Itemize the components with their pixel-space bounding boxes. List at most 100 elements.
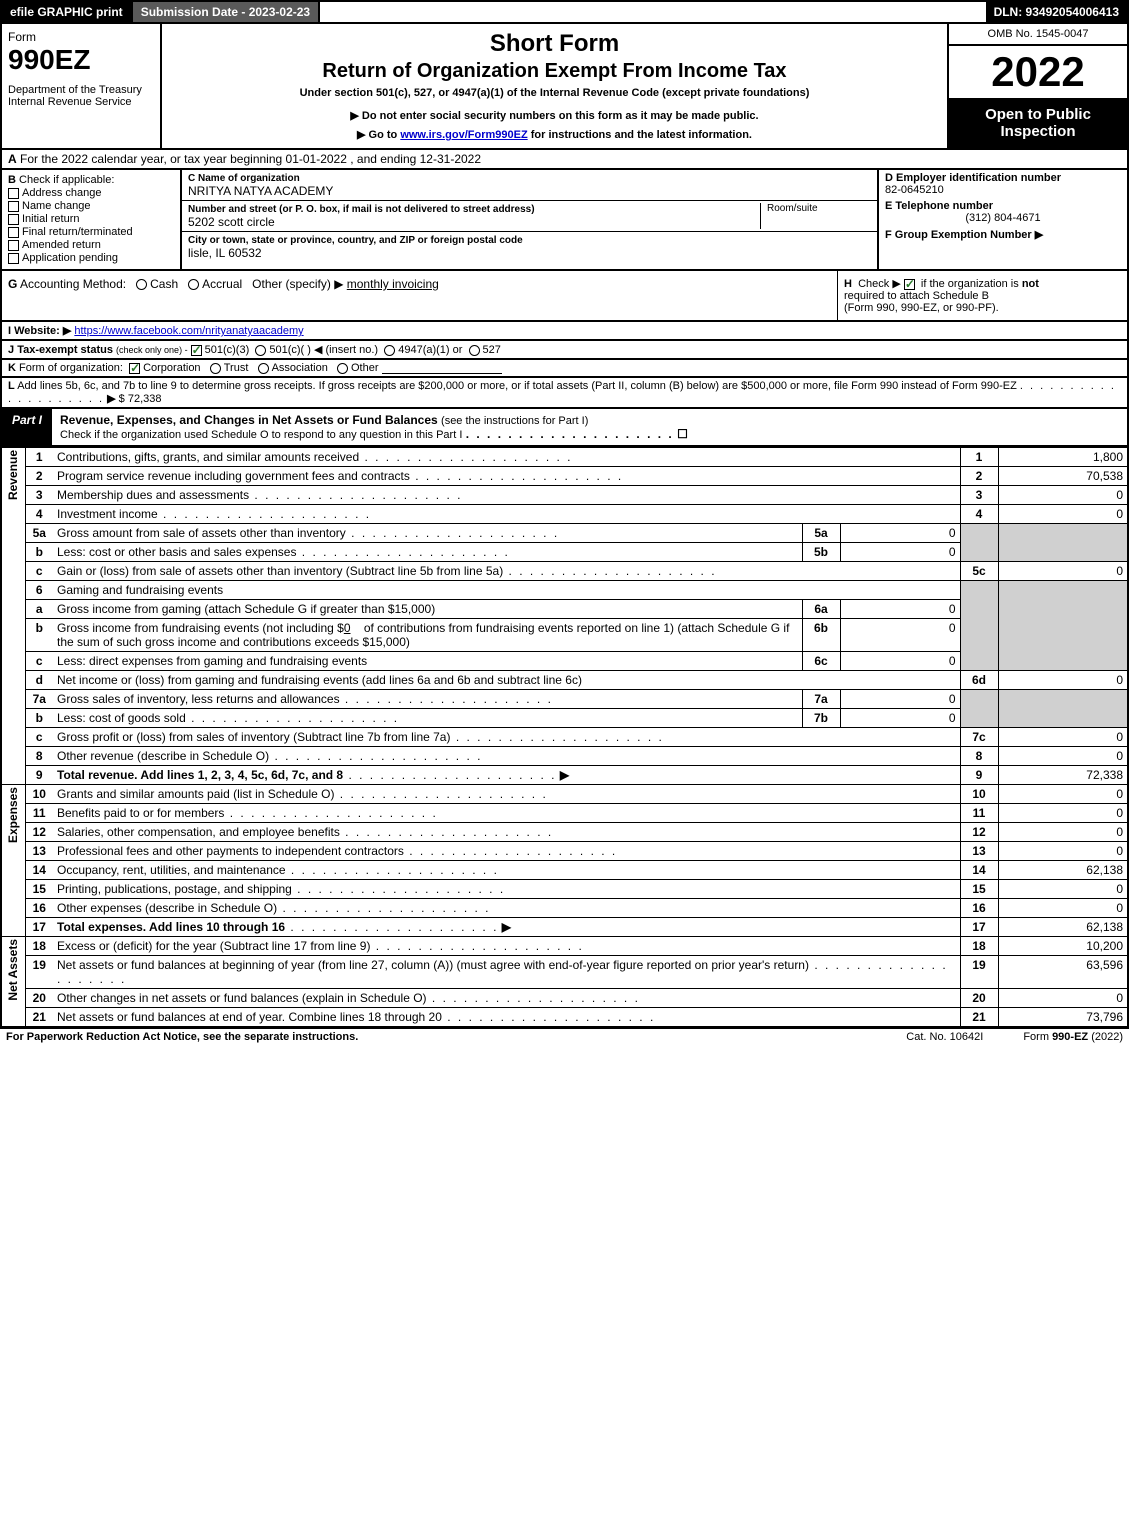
check-corporation[interactable] — [129, 363, 140, 374]
line-17-row: 17 Total expenses. Add lines 10 through … — [1, 918, 1128, 937]
line-16-box: 16 — [960, 899, 998, 918]
line-5c-row: c Gain or (loss) from sale of assets oth… — [1, 562, 1128, 581]
line-6-row: 6 Gaming and fundraising events — [1, 581, 1128, 600]
line-18-desc: Excess or (deficit) for the year (Subtra… — [53, 937, 960, 956]
h-text5: (Form 990, 990-EZ, or 990-PF). — [844, 302, 999, 314]
part1-check-line: Check if the organization used Schedule … — [60, 429, 462, 441]
radio-527[interactable] — [469, 345, 480, 356]
radio-trust[interactable] — [210, 363, 221, 374]
line-12-row: 12 Salaries, other compensation, and emp… — [1, 823, 1128, 842]
label-b: B — [8, 174, 16, 186]
line-6d-val: 0 — [998, 671, 1128, 690]
line-20-val: 0 — [998, 989, 1128, 1008]
f-label: Group Exemption Number — [895, 229, 1032, 241]
j-o4: 527 — [483, 344, 501, 356]
line-13-box: 13 — [960, 842, 998, 861]
radio-cash[interactable] — [136, 279, 147, 290]
line-7b-num: b — [25, 709, 53, 728]
j-o1: 501(c)(3) — [205, 344, 250, 356]
org-name: NRITYA NATYA ACADEMY — [188, 184, 333, 198]
line-19-val: 63,596 — [998, 956, 1128, 989]
h-text2: if the organization is — [921, 278, 1019, 290]
header-left: Form 990EZ Department of the Treasury In… — [2, 24, 162, 148]
i-label: Website: ▶ — [14, 325, 71, 337]
side-revenue: Revenue — [1, 448, 25, 785]
line-17-num: 17 — [25, 918, 53, 937]
line-6-num: 6 — [25, 581, 53, 600]
line-16-row: 16 Other expenses (describe in Schedule … — [1, 899, 1128, 918]
check-final-return[interactable]: Final return/terminated — [8, 226, 174, 238]
line-6c-num: c — [25, 652, 53, 671]
check-initial-return[interactable]: Initial return — [8, 213, 174, 225]
col-def: D Employer identification number 82-0645… — [877, 170, 1127, 269]
line-10-box: 10 — [960, 785, 998, 804]
line-20-row: 20 Other changes in net assets or fund b… — [1, 989, 1128, 1008]
grey-7 — [960, 690, 998, 728]
line-6-desc: Gaming and fundraising events — [53, 581, 960, 600]
line-11-val: 0 — [998, 804, 1128, 823]
line-14-box: 14 — [960, 861, 998, 880]
line-19-row: 19 Net assets or fund balances at beginn… — [1, 956, 1128, 989]
part1-header: Part I Revenue, Expenses, and Changes in… — [0, 409, 1129, 447]
open-to-public: Open to Public Inspection — [949, 98, 1127, 148]
ein-value: 82-0645210 — [885, 184, 944, 196]
part1-checkbox[interactable]: ☐ — [677, 427, 688, 441]
line-3-box: 3 — [960, 486, 998, 505]
tax-year: 2022 — [949, 46, 1127, 98]
check-application-pending[interactable]: Application pending — [8, 252, 174, 264]
note-link: ▶ Go to www.irs.gov/Form990EZ for instru… — [168, 128, 941, 141]
line-18-box: 18 — [960, 937, 998, 956]
line-13-val: 0 — [998, 842, 1128, 861]
line-8-num: 8 — [25, 747, 53, 766]
line-7b-desc: Less: cost of goods sold — [53, 709, 802, 728]
line-9-arrow-icon: ▶ — [560, 768, 569, 782]
line-7c-box: 7c — [960, 728, 998, 747]
check-schedule-b[interactable] — [904, 279, 915, 290]
check-address-change[interactable]: Address change — [8, 187, 174, 199]
irs-link[interactable]: www.irs.gov/Form990EZ — [400, 129, 527, 141]
line-10-desc: Grants and similar amounts paid (list in… — [53, 785, 960, 804]
line-13-desc: Professional fees and other payments to … — [53, 842, 960, 861]
line-5b-desc: Less: cost or other basis and sales expe… — [53, 543, 802, 562]
side-netassets: Net Assets — [1, 937, 25, 1028]
radio-accrual[interactable] — [188, 279, 199, 290]
label-a: A — [8, 152, 17, 166]
line-5b-num: b — [25, 543, 53, 562]
radio-4947[interactable] — [384, 345, 395, 356]
line-9-row: 9 Total revenue. Add lines 1, 2, 3, 4, 5… — [1, 766, 1128, 785]
line-3-row: 3 Membership dues and assessments 3 0 — [1, 486, 1128, 505]
radio-501c[interactable] — [255, 345, 266, 356]
title-return: Return of Organization Exempt From Incom… — [168, 60, 941, 83]
part1-subtitle: (see the instructions for Part I) — [441, 415, 588, 427]
line-6c-row: c Less: direct expenses from gaming and … — [1, 652, 1128, 671]
radio-association[interactable] — [258, 363, 269, 374]
check-amended-return[interactable]: Amended return — [8, 239, 174, 251]
form-number: 990EZ — [8, 44, 154, 76]
row-a-text: For the 2022 calendar year, or tax year … — [20, 152, 481, 166]
header-right: OMB No. 1545-0047 2022 Open to Public In… — [947, 24, 1127, 148]
line-19-desc: Net assets or fund balances at beginning… — [53, 956, 960, 989]
check-name-change[interactable]: Name change — [8, 200, 174, 212]
radio-other[interactable] — [337, 363, 348, 374]
line-14-row: 14 Occupancy, rent, utilities, and maint… — [1, 861, 1128, 880]
line-21-val: 73,796 — [998, 1008, 1128, 1028]
grey-6 — [960, 581, 998, 671]
line-17-arrow-icon: ▶ — [502, 920, 511, 934]
j-o3: 4947(a)(1) or — [398, 344, 462, 356]
line-5b-ibox: 5b — [802, 543, 840, 562]
k-assoc: Association — [272, 362, 328, 374]
row-k: K Form of organization: Corporation Trus… — [0, 360, 1129, 378]
row-a: A For the 2022 calendar year, or tax yea… — [0, 150, 1129, 170]
website-link[interactable]: https://www.facebook.com/nrityanatyaacad… — [74, 325, 303, 337]
k-other-blank — [382, 373, 502, 374]
line-17-box: 17 — [960, 918, 998, 937]
line-9-desc: Total revenue. Add lines 1, 2, 3, 4, 5c,… — [53, 766, 960, 785]
line-5b-ival: 0 — [840, 543, 960, 562]
line-2-desc: Program service revenue including govern… — [53, 467, 960, 486]
line-6d-row: d Net income or (loss) from gaming and f… — [1, 671, 1128, 690]
check-501c3[interactable] — [191, 345, 202, 356]
line-7c-val: 0 — [998, 728, 1128, 747]
label-h: H — [844, 278, 852, 290]
line-19-num: 19 — [25, 956, 53, 989]
form-header: Form 990EZ Department of the Treasury In… — [0, 24, 1129, 150]
